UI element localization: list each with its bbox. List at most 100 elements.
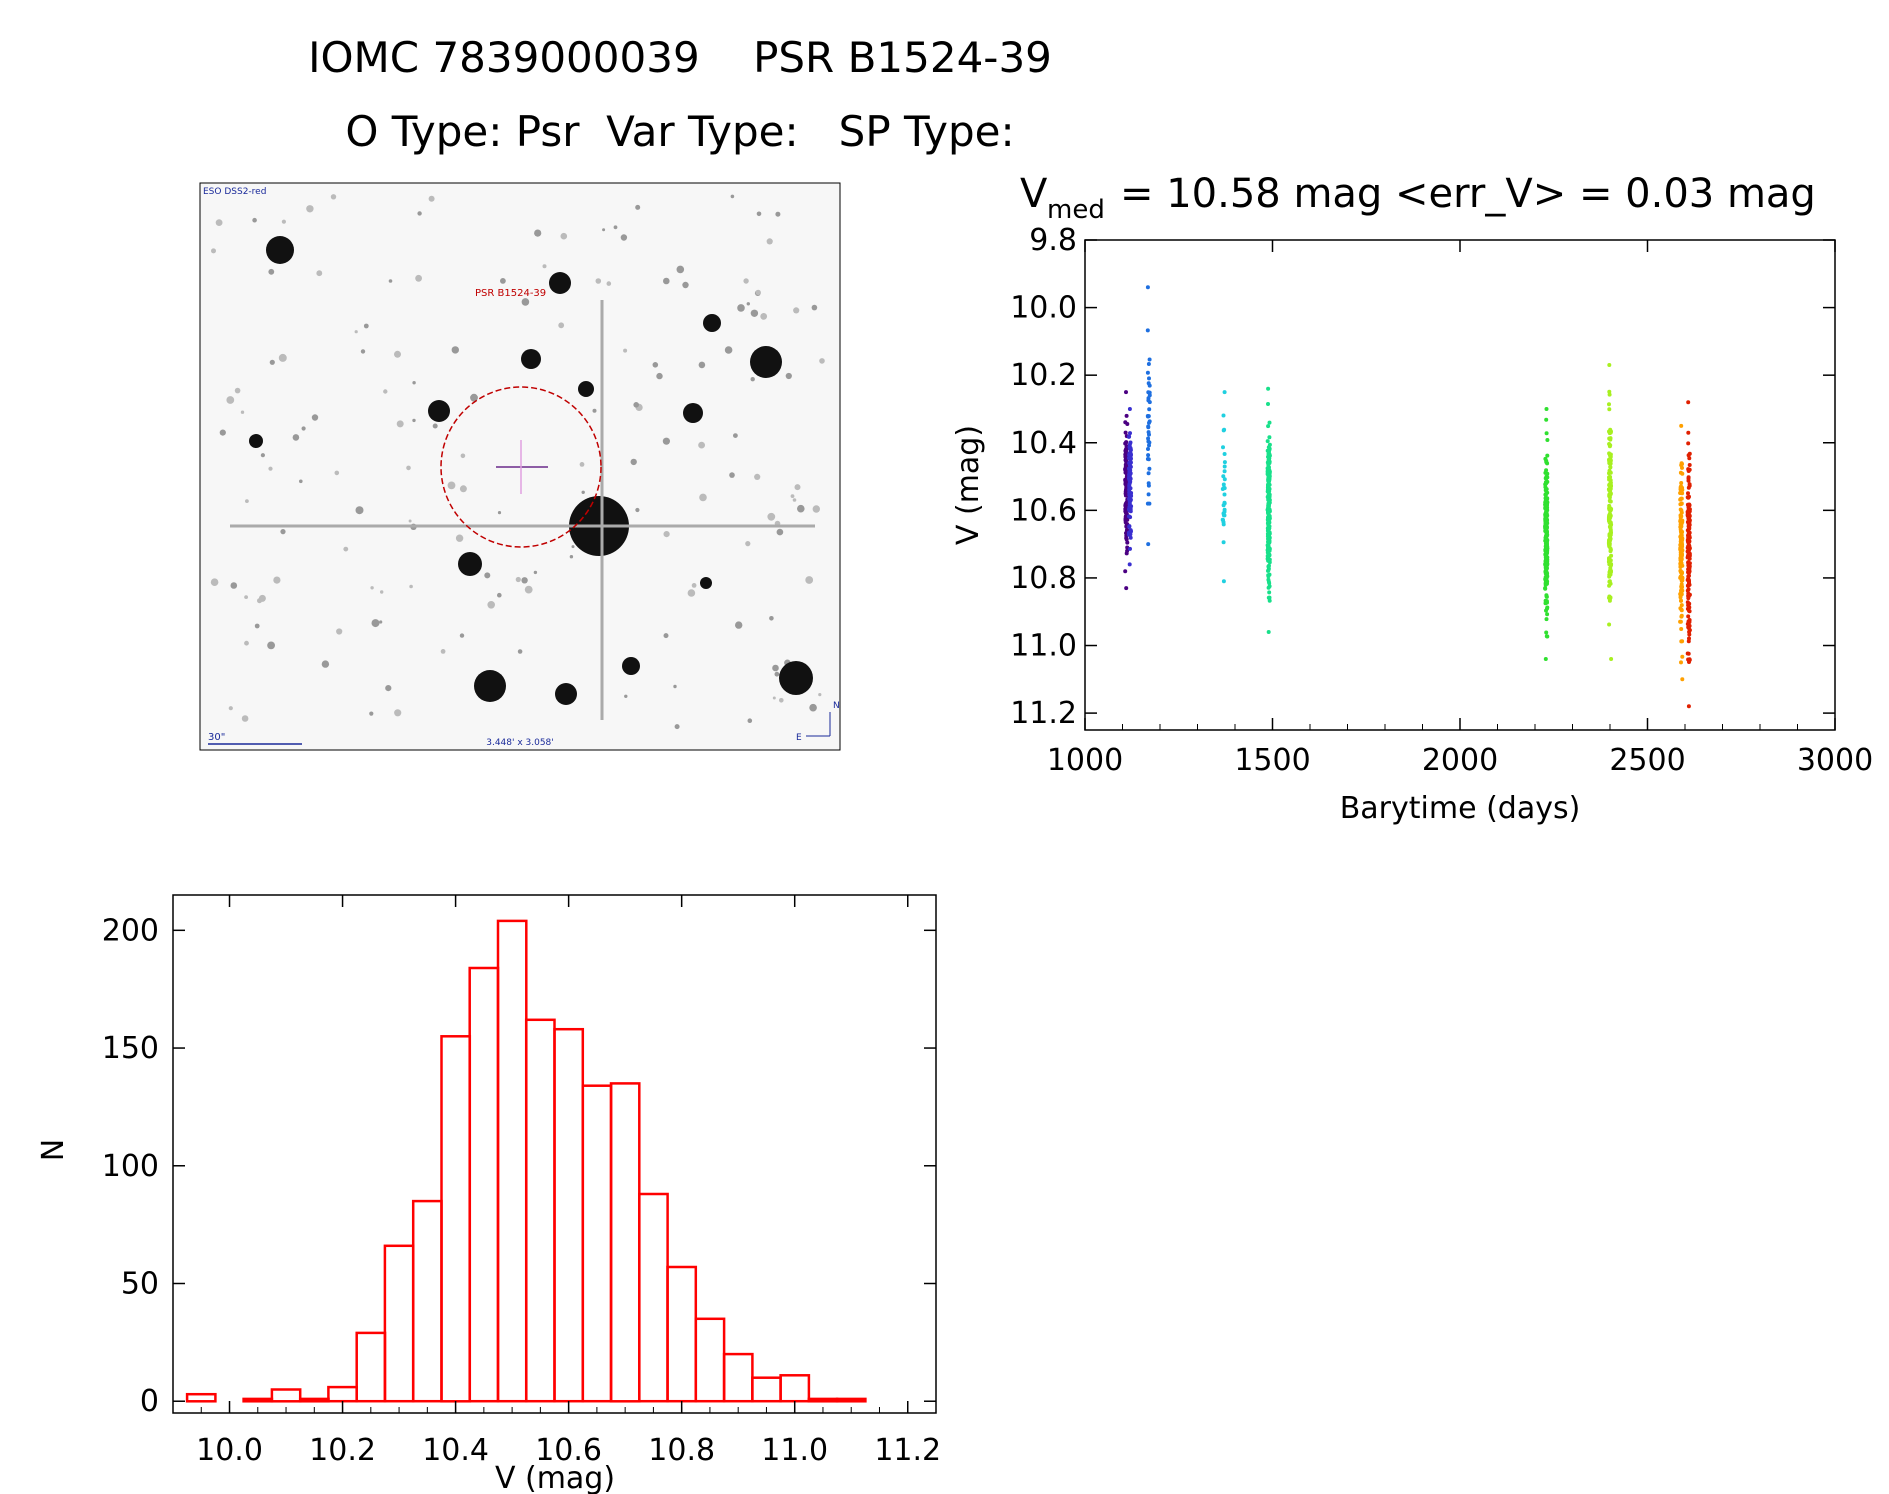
lc-point [1544, 516, 1548, 521]
lc-point [1267, 420, 1272, 425]
hist-xtick-label: 11.2 [874, 1433, 941, 1468]
lc-point [1127, 562, 1132, 567]
compass-north-label: N [833, 701, 840, 711]
faint-star [579, 462, 585, 467]
faint-star [412, 418, 416, 423]
lc-point [1608, 532, 1613, 537]
lc-point [1543, 496, 1548, 501]
lc-point [1221, 579, 1226, 584]
faint-star [244, 595, 249, 599]
lc-point [1266, 574, 1271, 579]
bright-star [458, 552, 482, 576]
lc-title-prefix: V [1020, 171, 1048, 217]
faint-star [779, 698, 784, 703]
bright-star [683, 403, 703, 423]
faint-star [620, 234, 628, 241]
lc-point [1221, 474, 1226, 479]
lc-point [1147, 419, 1152, 424]
faint-star [343, 546, 349, 552]
lc-point [1679, 514, 1684, 519]
faint-star [311, 414, 319, 421]
faint-star [750, 377, 755, 382]
hist-ytick-label: 200 [102, 913, 159, 948]
lc-point [1687, 618, 1692, 622]
faint-star [624, 694, 628, 698]
lc-point [1146, 481, 1151, 486]
lc-point [1545, 438, 1550, 442]
lc-ytick-label: 10.0 [1010, 291, 1077, 326]
hist-bar [496, 919, 528, 1403]
lc-point [1147, 357, 1152, 362]
faint-star [299, 479, 303, 484]
faint-star [254, 623, 260, 629]
faint-star [581, 490, 585, 494]
histogram-chart: 10.0 10.2 10.4 10.6 10.8 11.0 11.2 0 50 100 150 200… [36, 894, 941, 1494]
bright-star [622, 657, 640, 675]
lc-point [1607, 572, 1612, 577]
faint-star [470, 393, 478, 402]
faint-star [662, 437, 671, 445]
faint-star [745, 541, 751, 547]
faint-star [785, 372, 792, 380]
bright-star [555, 683, 577, 705]
lc-point [1686, 560, 1691, 565]
faint-star [698, 361, 706, 369]
faint-star [230, 582, 238, 589]
lc-point [1266, 487, 1271, 492]
lc-point [1146, 542, 1151, 547]
lc-point [1147, 443, 1151, 448]
lc-point [1545, 562, 1550, 566]
lc-point [1266, 445, 1271, 450]
lc-point [1146, 390, 1151, 395]
lc-point [1686, 478, 1691, 483]
lc-point [1221, 428, 1226, 433]
faint-star [633, 402, 639, 408]
lc-title-rest: = 10.58 mag <err_V> = 0.03 mag [1120, 171, 1816, 217]
lc-point [1128, 460, 1133, 465]
faint-star [521, 298, 530, 306]
lc-point [1687, 657, 1692, 662]
lc-point [1543, 657, 1548, 661]
faint-star [534, 229, 542, 237]
lc-point [1266, 424, 1271, 429]
lc-point [1545, 566, 1549, 571]
faint-star [623, 348, 628, 353]
lc-point [1680, 544, 1685, 549]
hist-bar [722, 1352, 754, 1403]
lc-point [1127, 442, 1132, 447]
lc-point [1608, 507, 1613, 512]
lc-point [1123, 448, 1128, 453]
lc-point [1265, 439, 1270, 444]
lc-ytick-label: 10.4 [1010, 426, 1077, 461]
faint-star [394, 350, 401, 358]
lc-point [1608, 475, 1613, 479]
faint-star [772, 696, 776, 700]
faint-star [257, 598, 262, 604]
lc-point [1128, 431, 1132, 436]
lc-point [1544, 579, 1548, 584]
faint-star [455, 534, 464, 542]
lc-point [1124, 390, 1128, 395]
lc-point [1146, 362, 1151, 366]
hist-xtick-label: 10.0 [196, 1433, 263, 1468]
lc-point [1267, 516, 1272, 521]
lc-point [1686, 639, 1691, 644]
lc-point [1267, 526, 1272, 531]
faint-star [766, 238, 773, 245]
faint-star [388, 279, 393, 283]
lc-point [1678, 592, 1683, 597]
faint-star [774, 671, 780, 677]
faint-star [746, 302, 750, 306]
faint-star [750, 309, 759, 317]
faint-star [369, 711, 374, 716]
lc-point [1679, 660, 1683, 665]
lc-point [1607, 402, 1611, 407]
faint-star [805, 576, 814, 584]
lc-point [1267, 498, 1272, 503]
lc-point [1267, 435, 1272, 440]
faint-star [663, 277, 670, 285]
lc-point [1608, 536, 1613, 541]
faint-star [772, 664, 779, 672]
lc-point [1686, 524, 1691, 529]
